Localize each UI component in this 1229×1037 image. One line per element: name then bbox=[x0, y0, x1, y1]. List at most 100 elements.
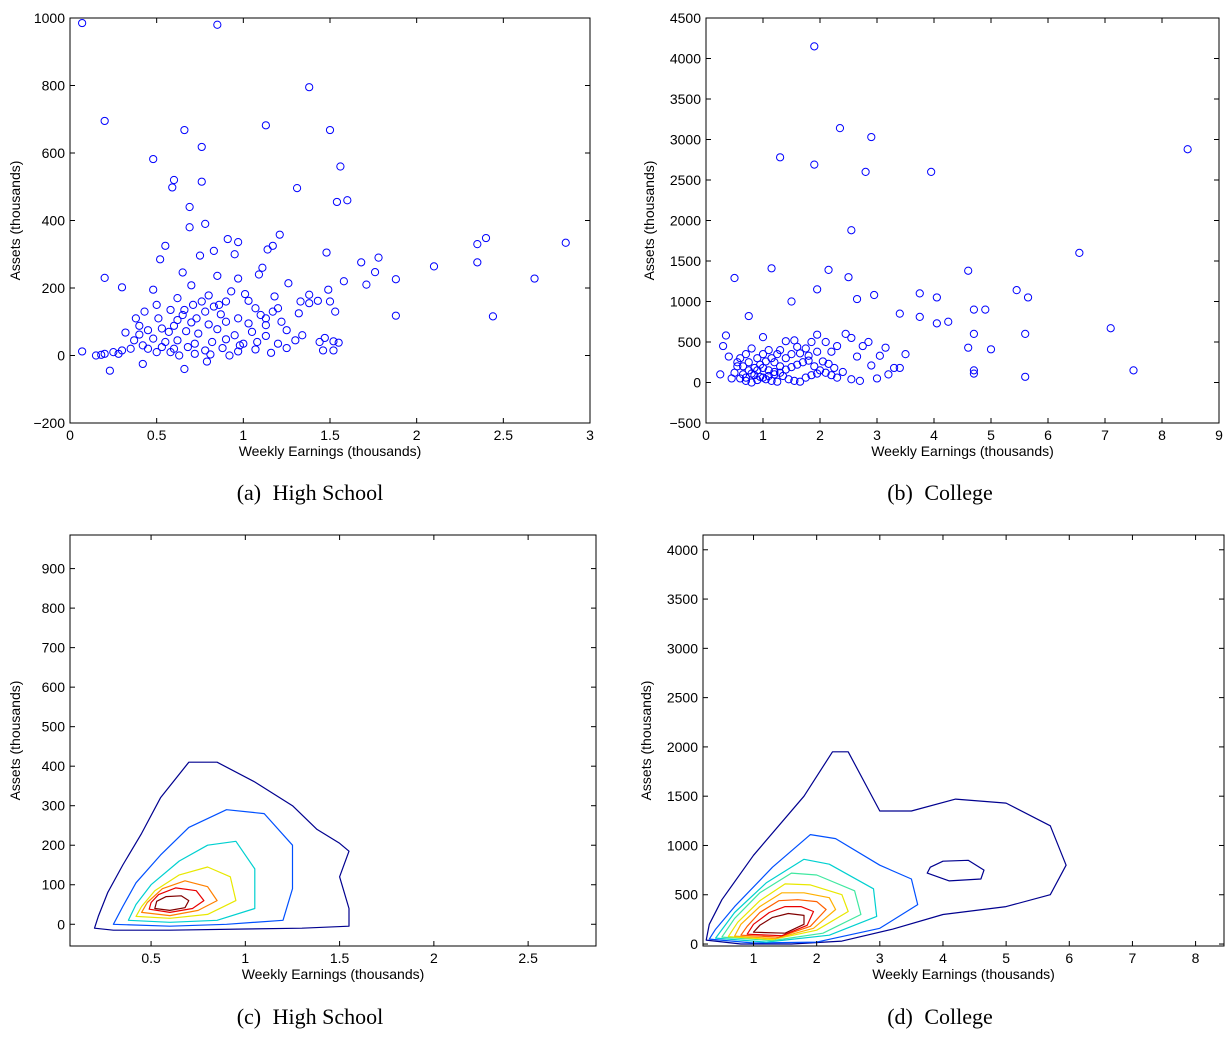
data-point bbox=[266, 348, 276, 357]
data-point bbox=[932, 293, 941, 302]
data-point bbox=[1106, 324, 1115, 333]
data-point bbox=[370, 268, 380, 277]
data-point bbox=[244, 296, 253, 305]
data-point bbox=[325, 125, 335, 135]
data-point bbox=[138, 341, 147, 350]
data-point bbox=[764, 346, 773, 355]
data-point bbox=[180, 364, 189, 374]
data-point bbox=[78, 347, 87, 356]
data-point bbox=[305, 83, 314, 92]
data-point bbox=[810, 362, 819, 371]
data-point bbox=[230, 250, 239, 259]
data-point bbox=[730, 273, 739, 283]
chart-b-college-scatter: 0 1 2 3 4 5 6 7 8 9 −500 0 500 1000 1500 2000 2500 3000 35… bbox=[614, 0, 1229, 518]
chart-d-svg: 1 2 3 4 5 6 7 8 0 500 1000 1500 2000 2500 3000 3500 4000… bbox=[638, 534, 1225, 982]
x-tick-label: 8 bbox=[1158, 427, 1166, 443]
data-point bbox=[767, 264, 776, 273]
data-point bbox=[530, 274, 539, 283]
data-point bbox=[206, 350, 215, 359]
data-point bbox=[270, 292, 279, 301]
data-point bbox=[362, 280, 371, 289]
data-point bbox=[275, 230, 284, 239]
caption-d-label: (d) bbox=[887, 1004, 913, 1029]
data-point bbox=[847, 226, 856, 235]
data-point bbox=[736, 374, 745, 383]
data-point bbox=[143, 326, 153, 335]
data-point bbox=[719, 341, 728, 351]
data-point bbox=[821, 368, 830, 377]
y-tick-label: 3000 bbox=[670, 132, 701, 148]
data-point bbox=[753, 354, 762, 363]
data-point bbox=[143, 344, 153, 353]
x-tick-label: 2.5 bbox=[518, 950, 538, 966]
y-tick-label: 3500 bbox=[667, 591, 698, 607]
y-tick-label: 1500 bbox=[667, 788, 698, 804]
data-point bbox=[318, 346, 328, 355]
data-point bbox=[161, 337, 170, 347]
data-point bbox=[758, 363, 768, 373]
data-point bbox=[240, 289, 250, 299]
x-tick-label: 9 bbox=[1215, 427, 1223, 443]
contour-line-4 bbox=[715, 858, 878, 943]
caption-d: (d) College bbox=[820, 1004, 1060, 1030]
data-point bbox=[258, 263, 267, 272]
x-tick-label: 1.5 bbox=[330, 950, 350, 966]
data-point bbox=[964, 343, 973, 352]
data-point bbox=[858, 341, 867, 351]
data-point bbox=[282, 343, 291, 353]
data-point bbox=[969, 366, 978, 375]
x-tick-label: 1.5 bbox=[320, 427, 340, 443]
data-point bbox=[821, 337, 830, 347]
data-point bbox=[776, 362, 785, 371]
data-point bbox=[315, 337, 324, 347]
data-point bbox=[1021, 372, 1030, 381]
data-point bbox=[294, 309, 303, 318]
x-tick-label: 5 bbox=[1002, 950, 1010, 966]
data-point bbox=[322, 248, 331, 257]
data-point bbox=[867, 132, 876, 142]
data-point bbox=[164, 327, 173, 336]
data-point bbox=[296, 297, 305, 306]
y-tick-label: −200 bbox=[33, 415, 65, 431]
x-tick-label: 2 bbox=[413, 427, 421, 443]
data-point bbox=[795, 349, 805, 358]
contour-line-1 bbox=[93, 761, 350, 931]
x-tick-label: 2 bbox=[813, 950, 821, 966]
data-point bbox=[166, 305, 175, 315]
data-point bbox=[154, 314, 163, 323]
plot-frame bbox=[69, 17, 591, 424]
data-point bbox=[100, 116, 109, 126]
y-tick-label: 2500 bbox=[670, 172, 701, 188]
data-point bbox=[131, 314, 140, 323]
data-point bbox=[234, 274, 243, 283]
data-point bbox=[100, 273, 109, 282]
data-point bbox=[741, 373, 750, 382]
data-point bbox=[741, 376, 750, 385]
caption-b-text: College bbox=[924, 480, 993, 505]
data-point bbox=[223, 234, 232, 244]
data-point bbox=[944, 317, 953, 326]
data-point bbox=[813, 369, 822, 378]
data-point bbox=[114, 349, 123, 358]
y-tick-label: 800 bbox=[42, 78, 66, 94]
chart-d-college-contour: 1 2 3 4 5 6 7 8 0 500 1000 1500 2000 2500 3000 3500 4000… bbox=[614, 518, 1229, 1037]
x-tick-label: 5 bbox=[987, 427, 995, 443]
x-axis-label: Weekly Earnings (thousands) bbox=[872, 966, 1055, 982]
contour-line-7 bbox=[734, 892, 837, 940]
y-tick-label: 500 bbox=[678, 334, 702, 350]
data-point bbox=[824, 359, 833, 368]
x-tick-label: 1 bbox=[750, 950, 758, 966]
y-tick-label: 4000 bbox=[667, 542, 698, 558]
data-point bbox=[213, 325, 222, 334]
x-tick-label: 3 bbox=[873, 427, 881, 443]
data-point bbox=[429, 262, 439, 271]
contour-line-10 bbox=[752, 912, 805, 934]
data-point bbox=[195, 251, 205, 260]
data-point bbox=[830, 363, 839, 373]
chart-b-svg: 0 1 2 3 4 5 6 7 8 9−50005001000150020002500300035… bbox=[641, 10, 1223, 459]
data-point bbox=[268, 241, 277, 250]
data-point bbox=[861, 167, 870, 176]
contour-line-9 bbox=[746, 906, 815, 937]
data-point bbox=[793, 360, 802, 369]
data-point bbox=[156, 255, 165, 264]
